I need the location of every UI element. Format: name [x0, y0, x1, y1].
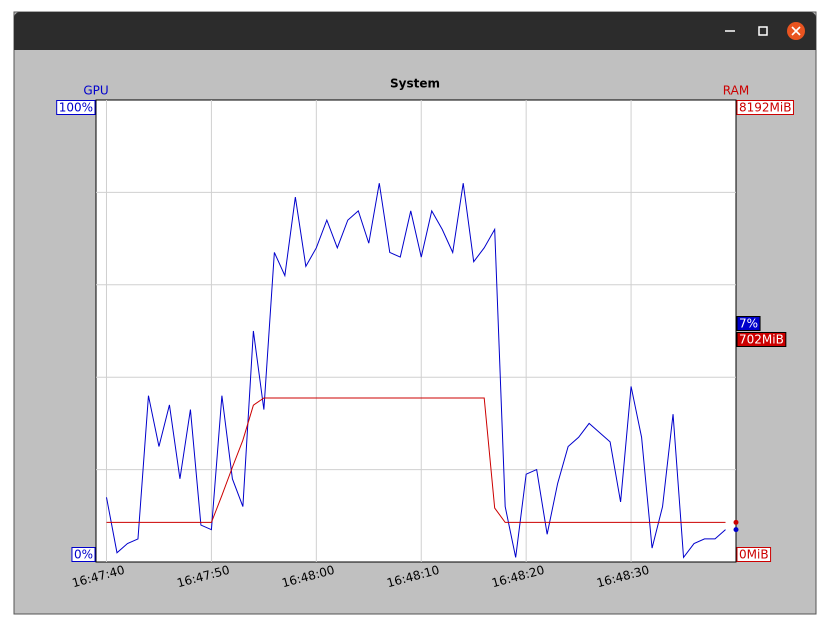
y-axis-label: GPU — [83, 84, 108, 98]
close-button[interactable] — [787, 22, 805, 40]
current-value-label: 7% — [739, 317, 758, 331]
label-box — [736, 547, 772, 562]
label-box — [56, 100, 96, 115]
last-point — [733, 519, 739, 525]
label-box — [71, 547, 96, 562]
label-box — [736, 316, 761, 331]
y2-tick-label: 8192MiB — [739, 101, 791, 115]
chart-title: System — [390, 77, 440, 91]
y-tick-label: 100% — [59, 101, 93, 115]
label-box — [736, 100, 794, 115]
series-line — [106, 397, 726, 523]
plot-area — [95, 99, 737, 563]
label-box — [736, 332, 787, 347]
current-value-label: 702MiB — [739, 333, 784, 347]
last-point — [733, 527, 739, 533]
y2-tick-label: 0MiB — [739, 548, 769, 562]
y-tick-label: 0% — [74, 548, 93, 562]
title-bar — [14, 12, 816, 50]
maximize-button[interactable] — [758, 26, 768, 36]
series-line — [106, 183, 726, 559]
y2-axis-label: RAM — [723, 84, 749, 98]
